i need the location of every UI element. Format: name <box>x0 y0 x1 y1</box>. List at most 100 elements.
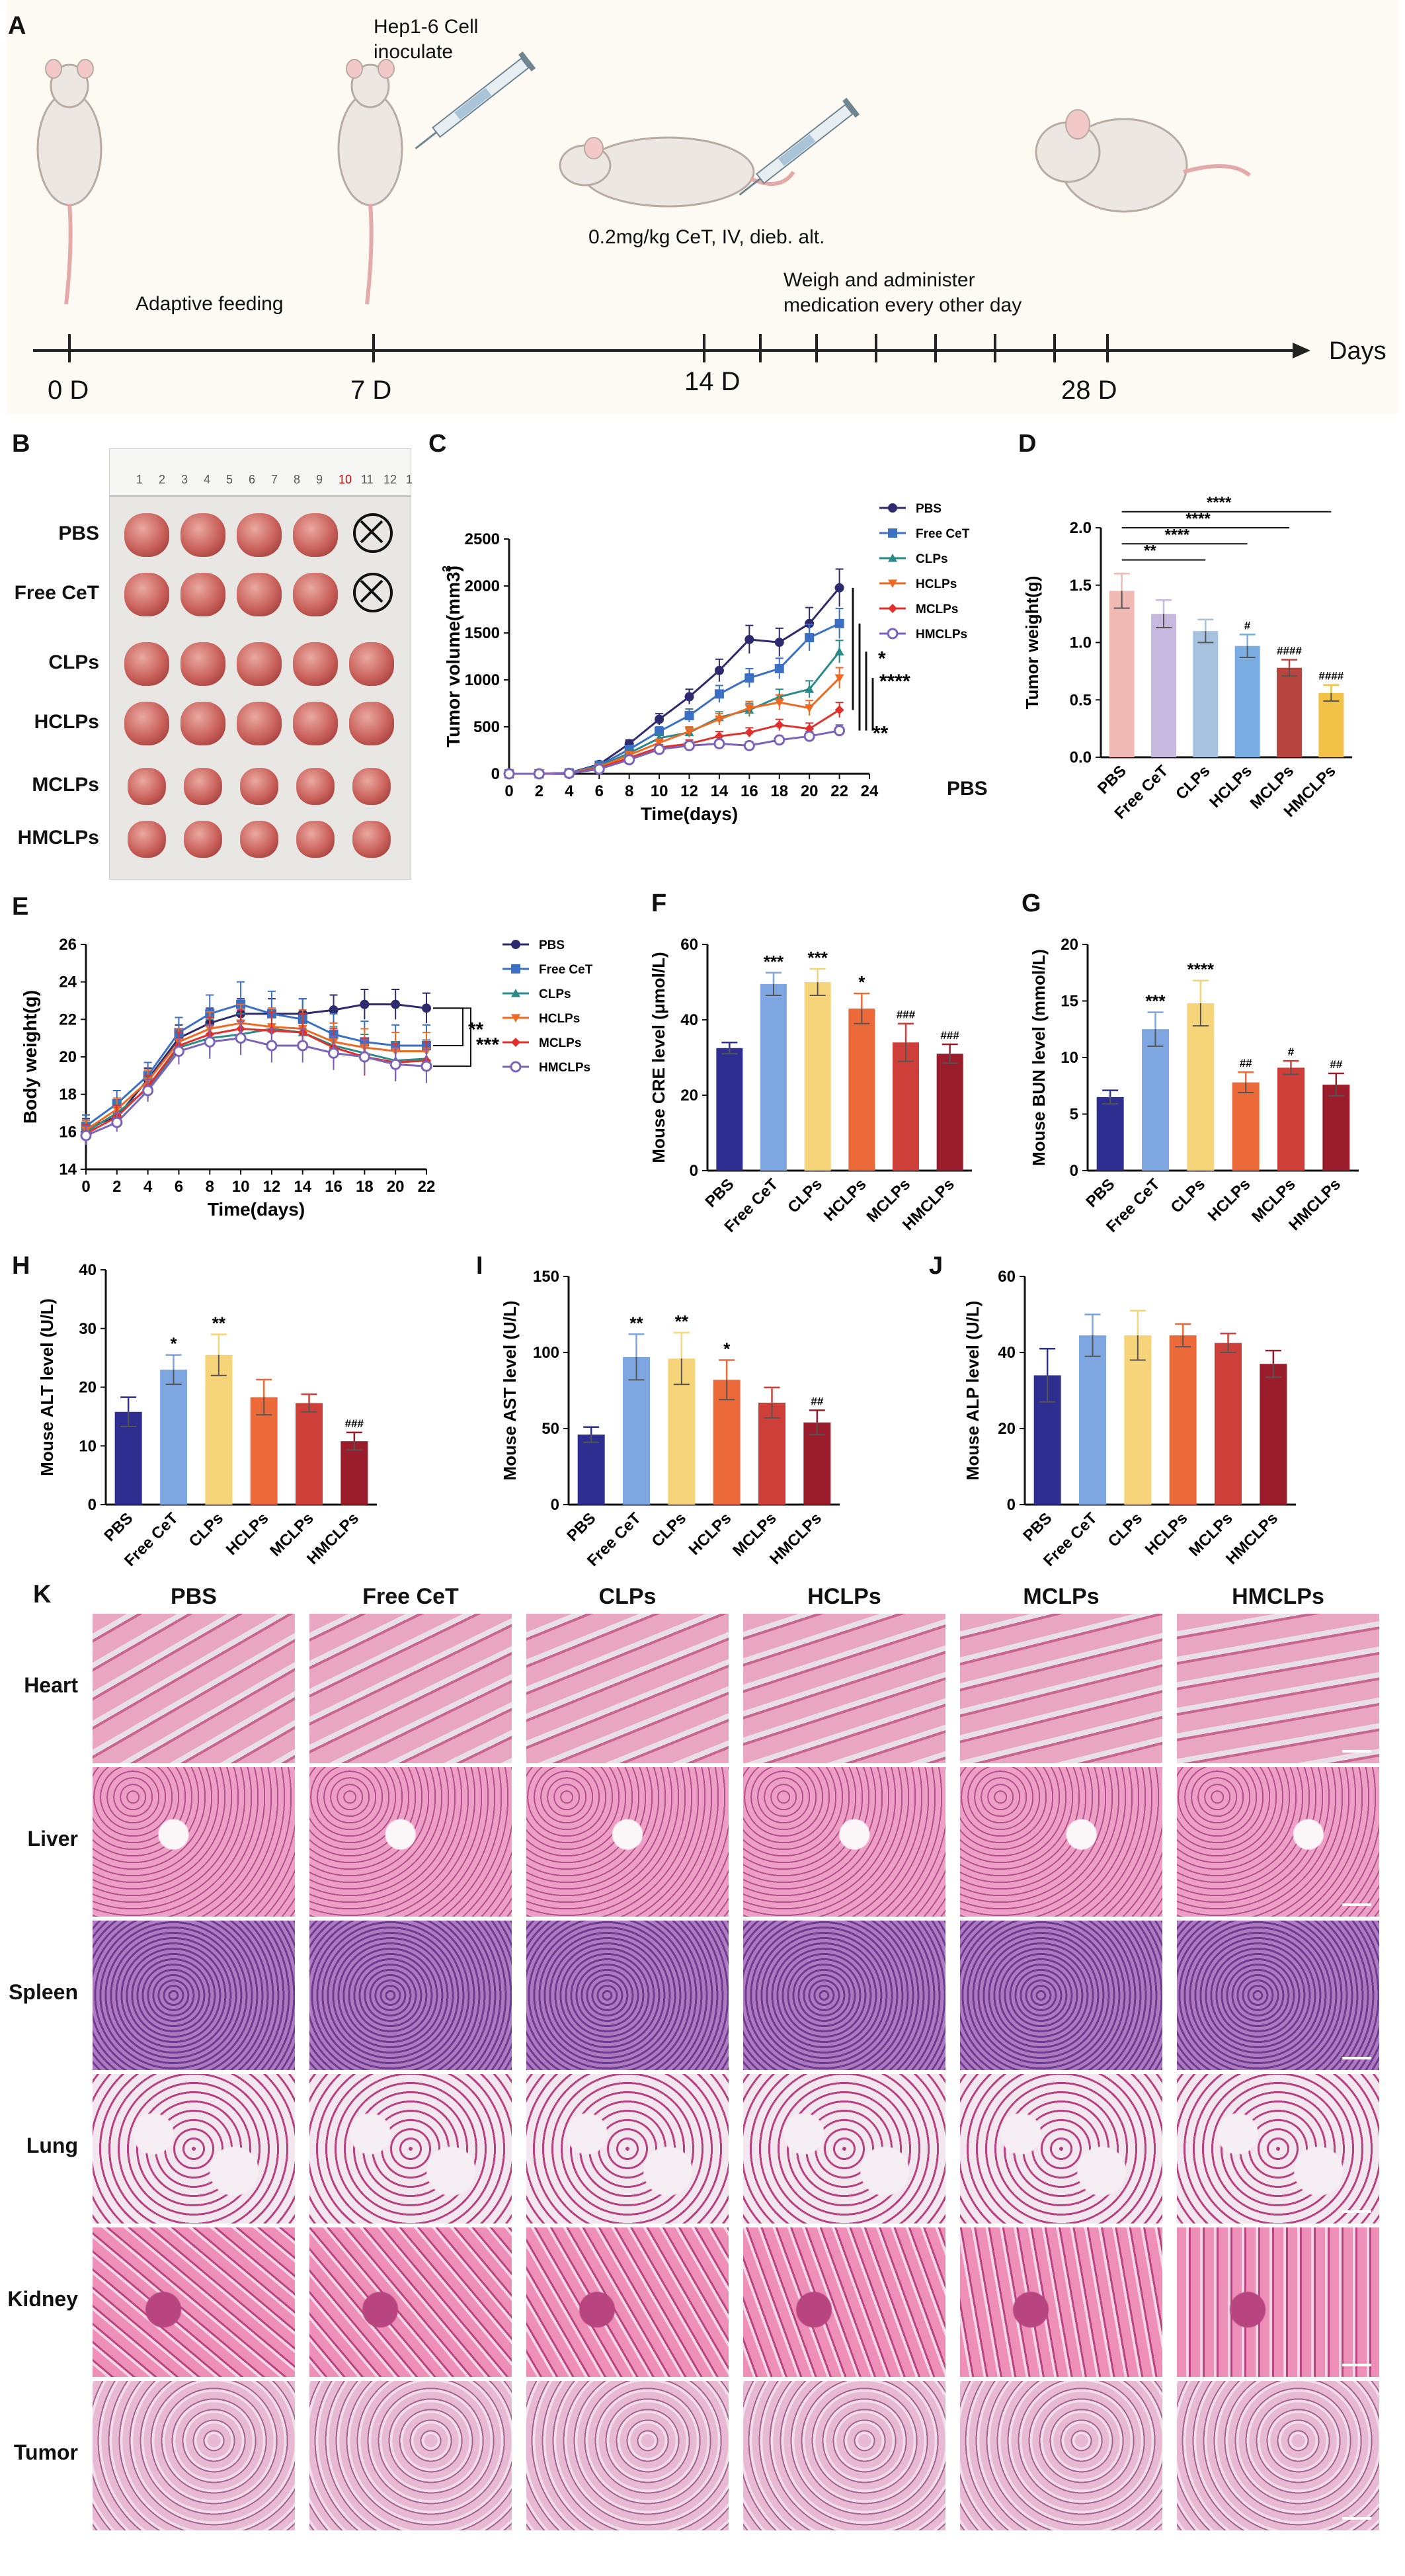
legend-label: PBS <box>539 938 565 952</box>
category-label: HCLPs <box>223 1509 272 1559</box>
data-point <box>834 647 844 655</box>
ruler: 1 2 3 4 5 6 7 8 9 10 11 12 1 <box>110 449 413 497</box>
tumor-photo: 1 2 3 4 5 6 7 8 9 10 11 12 1 <box>109 448 413 880</box>
histology-image <box>93 1767 295 1917</box>
tumor-specimen <box>352 820 391 858</box>
y-tick-label: 5 <box>1070 1106 1078 1124</box>
histology-row-label: Tumor <box>13 2440 78 2464</box>
data-point <box>503 768 515 780</box>
data-point <box>511 989 520 997</box>
y-tick-label: 10 <box>79 1437 97 1455</box>
x-tick-label: 16 <box>741 782 758 800</box>
histology-column-label: HCLPs <box>807 1584 881 1609</box>
ruler-number: 8 <box>294 473 301 486</box>
scale-bar <box>1342 1903 1371 1906</box>
x-tick-label: 8 <box>206 1178 214 1196</box>
data-point <box>235 1032 247 1044</box>
y-axis-label: Mouse ALT level (U/L) <box>37 1298 57 1476</box>
data-point <box>266 1040 278 1052</box>
data-point <box>329 1005 339 1015</box>
tumor-specimen <box>184 767 222 806</box>
absent-tumor-icon <box>353 513 393 553</box>
bar <box>760 983 787 1171</box>
category-label: PBS <box>702 1175 738 1211</box>
data-point <box>744 634 754 644</box>
data-point <box>888 503 897 513</box>
y-tick-label: 20 <box>998 1420 1016 1438</box>
ruler-number: 11 <box>361 473 374 486</box>
legend-label: HMCLPs <box>916 628 967 642</box>
significance-mark: *** <box>764 952 784 972</box>
data-point <box>714 689 724 699</box>
significance-mark: * <box>723 1339 731 1359</box>
x-tick-label: 22 <box>830 782 848 800</box>
data-point <box>511 940 520 949</box>
syringe-icon <box>415 51 536 149</box>
tumor-specimen <box>124 642 169 686</box>
significance-mark: *** <box>807 948 828 968</box>
tumor-specimen <box>128 767 166 806</box>
significance-mark: # <box>1244 619 1251 632</box>
y-axis-label: Mouse CRE level (μmol/L) <box>649 952 668 1163</box>
series-line <box>509 651 840 775</box>
x-tick-label: 0 <box>504 782 513 800</box>
data-point <box>744 673 754 683</box>
data-point <box>743 739 755 751</box>
weigh-line: Weigh and administer <box>783 269 975 291</box>
tumor-row-label: CLPs <box>48 651 99 673</box>
x-tick-label: 4 <box>143 1178 153 1196</box>
data-point <box>511 1014 520 1022</box>
x-tick-label: 4 <box>565 782 574 800</box>
inoculate-label: Hep1-6 Cell inoculate <box>374 15 478 65</box>
significance-mark: **** <box>1185 510 1211 528</box>
histology-column-label: PBS <box>171 1584 217 1609</box>
histology-image <box>960 2227 1162 2377</box>
panel-label: C <box>428 430 447 458</box>
bar <box>893 1042 919 1171</box>
series-line <box>85 1003 427 1130</box>
data-point <box>714 665 724 675</box>
panel-label: B <box>12 430 30 458</box>
legend-label: Free CeT <box>539 963 593 977</box>
x-tick-label: 18 <box>356 1178 374 1196</box>
significance-mark: **** <box>1207 494 1232 512</box>
x-tick-label: 12 <box>263 1178 281 1196</box>
data-point <box>297 1040 309 1052</box>
data-point <box>834 725 846 737</box>
x-tick-label: 24 <box>861 782 879 800</box>
scale-bar <box>1342 2517 1371 2520</box>
inoculate-line: Hep1-6 Cell <box>374 16 479 38</box>
data-point <box>834 705 844 715</box>
y-axis-label: Mouse BUN level (mmol/L) <box>1029 949 1049 1166</box>
series-MCLPs <box>504 702 844 778</box>
panel-label: H <box>12 1252 30 1280</box>
histology-image <box>960 1614 1162 1763</box>
histology-image <box>743 2381 945 2530</box>
data-point <box>389 1058 401 1070</box>
y-tick-label: 0 <box>1070 1162 1078 1180</box>
bar <box>1322 1085 1350 1171</box>
histology-image <box>309 2227 512 2377</box>
data-point <box>80 1130 92 1142</box>
ruler-number: 9 <box>316 473 323 486</box>
significance-mark: ## <box>1330 1058 1342 1071</box>
data-point <box>714 716 724 724</box>
y-axis-label: Tumor volume(mm3) <box>443 565 463 747</box>
histology-image <box>1177 2074 1379 2223</box>
feeding-label: Adaptive feeding <box>136 293 284 315</box>
bar <box>1079 1335 1106 1505</box>
significance-mark: **** <box>1187 960 1215 979</box>
histology-row-label: Spleen <box>9 1980 78 2004</box>
ruler-number: 1 <box>406 473 413 486</box>
ruler-number: 5 <box>226 473 233 486</box>
panel-label: F <box>651 890 667 917</box>
bar <box>1193 631 1219 757</box>
data-point <box>511 964 520 974</box>
x-tick-label: 10 <box>651 782 668 800</box>
y-tick-label: 1500 <box>465 624 500 642</box>
tumor-specimen <box>349 642 394 686</box>
data-point <box>684 710 694 720</box>
histology-image <box>1177 1767 1379 1917</box>
data-point <box>887 628 899 640</box>
y-tick-label: 500 <box>473 718 500 736</box>
